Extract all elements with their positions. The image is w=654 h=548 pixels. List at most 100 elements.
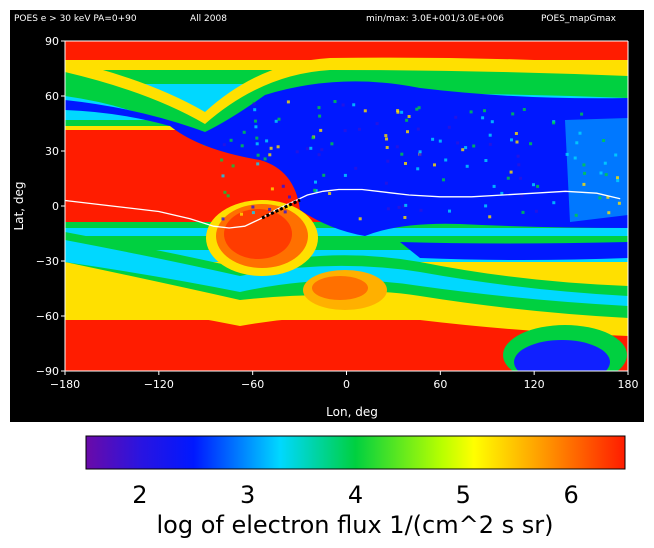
noise-pixel — [328, 192, 332, 195]
header-code: POES_mapGmax — [541, 14, 617, 24]
noise-pixel — [582, 182, 586, 186]
noise-pixel — [415, 107, 419, 111]
noise-pixel — [456, 141, 460, 145]
noise-pixel — [465, 164, 469, 168]
noise-pixel — [500, 191, 504, 195]
colorbar — [85, 435, 626, 470]
noise-pixel — [403, 216, 407, 219]
noise-pixel — [251, 205, 255, 209]
noise-pixel — [314, 180, 317, 184]
noise-pixel — [400, 152, 404, 156]
noise-pixel — [221, 217, 225, 221]
noise-pixel — [575, 141, 579, 145]
noise-pixel — [317, 153, 321, 157]
colorbar-tick-label: 4 — [348, 481, 363, 509]
noise-pixel — [276, 145, 280, 149]
noise-pixel — [484, 204, 488, 208]
noise-pixel — [617, 201, 621, 205]
noise-pixel — [341, 103, 345, 107]
noise-pixel — [573, 156, 577, 160]
noise-pixel — [265, 139, 269, 143]
noise-pixel — [583, 171, 587, 175]
noise-pixel — [386, 159, 390, 163]
noise-pixel — [506, 176, 510, 180]
noise-pixel — [448, 209, 451, 213]
noise-pixel — [309, 146, 313, 150]
south-hotspot-core — [312, 276, 368, 300]
noise-pixel — [614, 153, 618, 157]
noise-pixel — [385, 146, 389, 149]
header-left: POES e > 30 keV PA=0+90 — [14, 14, 137, 24]
noise-pixel — [405, 118, 409, 122]
noise-pixel — [385, 137, 388, 141]
noise-pixel — [397, 205, 401, 209]
x-tick-label: 60 — [433, 378, 447, 391]
noise-pixel — [534, 209, 538, 213]
x-tick-label: 0 — [343, 378, 350, 391]
noise-pixel — [281, 184, 285, 188]
noise-pixel — [598, 196, 602, 200]
noise-pixel — [469, 110, 473, 114]
noise-pixel — [283, 210, 287, 214]
noise-pixel — [464, 146, 468, 150]
noise-pixel — [317, 106, 321, 110]
noise-pixel — [616, 179, 620, 183]
noise-pixel — [252, 102, 256, 106]
flux-band-north-green — [65, 70, 628, 146]
noise-pixel — [263, 157, 267, 161]
noise-pixel — [229, 138, 233, 142]
noise-pixel — [483, 109, 486, 113]
noise-pixel — [226, 194, 230, 198]
noise-pixel — [418, 150, 422, 154]
noise-pixel — [606, 195, 610, 199]
noise-pixel — [407, 115, 411, 118]
noise-pixel — [404, 203, 408, 207]
noise-pixel — [223, 190, 227, 194]
noise-pixel — [242, 130, 246, 134]
colorbar-tick-label: 3 — [240, 481, 255, 509]
noise-pixel — [417, 106, 421, 110]
noise-pixel — [400, 110, 404, 114]
noise-pixel — [461, 148, 465, 152]
radiation-belt-gap-south — [400, 242, 628, 260]
noise-pixel — [603, 161, 607, 165]
noise-pixel — [447, 125, 451, 129]
noise-pixel — [343, 173, 347, 177]
noise-pixel — [484, 159, 488, 162]
colorbar-label: log of electron flux 1/(cm^2 s sr) — [157, 511, 554, 539]
noise-pixel — [532, 183, 535, 187]
noise-pixel — [552, 201, 556, 205]
noise-pixel — [395, 145, 399, 149]
noise-pixel — [311, 136, 315, 140]
noise-pixel — [255, 142, 259, 146]
noise-pixel — [616, 176, 619, 180]
y-axis-label: Lat, deg — [12, 182, 26, 231]
track-markers — [261, 198, 301, 220]
noise-pixel — [270, 187, 274, 191]
noise-pixel — [320, 148, 324, 152]
y-tick-label: −90 — [36, 365, 59, 378]
noise-pixel — [231, 164, 235, 168]
cyan-edge-right — [565, 118, 628, 222]
noise-pixel — [269, 146, 273, 150]
header-period: All 2008 — [190, 14, 227, 24]
noise-pixel — [492, 184, 496, 188]
southeast-cold-core — [514, 340, 610, 371]
noise-pixel — [438, 139, 442, 143]
noise-pixel — [510, 138, 513, 142]
noise-pixel — [490, 120, 494, 124]
noise-pixel — [314, 189, 318, 193]
noise-pixel — [268, 207, 272, 211]
x-axis-label: Lon, deg — [326, 405, 378, 419]
noise-pixel — [354, 166, 358, 170]
noise-pixel — [254, 125, 258, 129]
noise-pixel — [384, 134, 388, 138]
noise-pixel — [404, 162, 407, 165]
noise-pixel — [444, 158, 448, 162]
noise-pixel — [375, 122, 379, 126]
noise-pixel — [288, 195, 291, 199]
noise-pixel — [256, 162, 260, 166]
noise-pixel — [511, 112, 515, 116]
noise-pixel — [240, 212, 243, 216]
noise-pixel — [256, 153, 260, 157]
